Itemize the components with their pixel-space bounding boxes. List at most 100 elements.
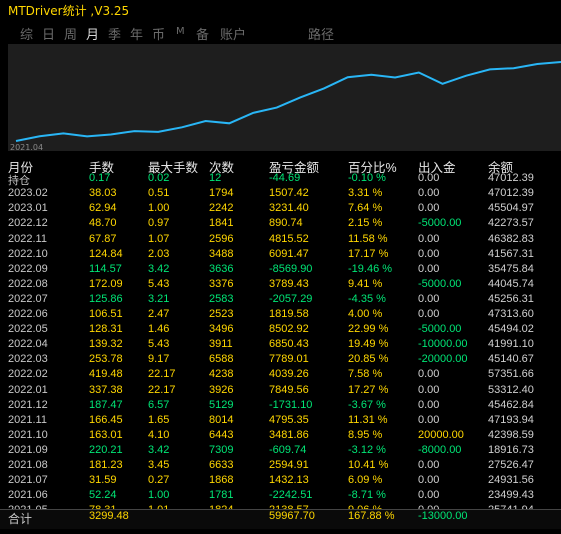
tab-4[interactable]: 季 [108, 28, 122, 43]
table-row[interactable]: 2022.11 67.87 1.07 2596 4815.52 11.58 % 0.00 46… [0, 233, 561, 248]
cell-deposit: 0.00 [418, 489, 440, 502]
app-title: MTDriver统计 ,V3.25 [8, 4, 130, 18]
cell-pnl: -1731.10 [269, 398, 313, 411]
cell-count: 8014 [209, 413, 234, 426]
holding-row[interactable]: 持仓 0.17 0.02 12 -44.69 -0.10 % 0.00 47012.39 [0, 172, 561, 187]
cell-max-lots: 2.03 [148, 247, 170, 260]
table-row[interactable]: 2022.09 114.57 3.42 3636 -8569.90 -19.46 % 0.0… [0, 263, 561, 278]
cell-deposit: 0.00 [418, 202, 440, 215]
column-header[interactable]: 手数 [89, 161, 115, 175]
cell-count: 1781 [209, 489, 234, 502]
cell-count: 5129 [209, 398, 234, 411]
cell-deposit: 0.00 [418, 187, 440, 200]
cell-pct: -19.46 % [348, 262, 393, 275]
cell-balance: 47012.39 [488, 172, 534, 185]
table-row[interactable]: 2022.08 172.09 5.43 3376 3789.43 9.41 % -5000.… [0, 278, 561, 293]
total-row-bg [0, 510, 561, 529]
cell-lots: 52.24 [89, 489, 117, 502]
cell-lots: 187.47 [89, 398, 123, 411]
tab-10[interactable]: 路径 [308, 28, 335, 43]
cell-pnl: 4795.35 [269, 413, 309, 426]
cell-deposit: 0.00 [418, 308, 440, 320]
cell-count: 2583 [209, 292, 234, 305]
table-row[interactable]: 2021.11 166.45 1.65 8014 4795.35 11.31 % 0.00 4… [0, 414, 561, 429]
tab-1[interactable]: 日 [42, 28, 56, 43]
cell-lots: 0.17 [89, 172, 111, 185]
table-row[interactable]: 2022.06 106.51 2.47 2523 1819.58 4.00 % 0.00 47… [0, 308, 561, 323]
cell-lots: 124.84 [89, 247, 123, 260]
tab-9[interactable]: 账户 [220, 28, 247, 43]
table-row[interactable]: 2022.07 125.86 3.21 2583 -2057.29 -4.35 % 0.00… [0, 293, 561, 308]
cell-pnl: 8502.92 [269, 323, 309, 336]
column-header[interactable]: 盈亏金额 [269, 161, 320, 175]
tab-0[interactable]: 综 [20, 28, 34, 43]
table-row[interactable]: 2022.05 128.31 1.46 3496 8502.92 22.99 % -5000… [0, 323, 561, 338]
cell-max-lots: 2.47 [148, 308, 170, 320]
cell-pnl: -8569.90 [269, 262, 313, 275]
table-row[interactable]: 2023.01 62.94 1.00 2242 3231.40 7.64 % 0.00 455… [0, 202, 561, 217]
column-header[interactable]: 百分比% [348, 161, 397, 175]
cell-pct: 7.64 % [348, 202, 383, 215]
cell-balance: 47193.94 [488, 413, 534, 426]
table-row[interactable]: 2022.10 124.84 2.03 3488 6091.47 17.17 % 0.00 4… [0, 248, 561, 263]
column-header[interactable]: 次数 [209, 161, 235, 175]
table-row[interactable]: 2021.06 52.24 1.00 1781 -2242.51 -8.71 % 0.00 2… [0, 489, 561, 504]
cell-deposit: -20000.00 [418, 353, 468, 366]
cell-month: 2022.09 [8, 262, 48, 275]
cell-pnl: -2057.29 [269, 292, 313, 305]
cell-month: 2022.03 [8, 353, 48, 366]
cell-deposit: -10000.00 [418, 338, 468, 351]
cell-deposit: 0.00 [418, 172, 440, 185]
table-row[interactable]: 2022.03 253.78 9.17 6588 7789.01 20.85 % -2000… [0, 353, 561, 368]
cell-month: 2022.10 [8, 247, 48, 260]
tab-5[interactable]: 年 [130, 28, 144, 43]
tab-8[interactable]: 备 [196, 28, 210, 43]
cell-balance: 18916.73 [488, 443, 534, 456]
table-row[interactable]: 2022.02 419.48 22.17 4238 4039.26 7.58 % 0.00 5… [0, 368, 561, 383]
cell-max-lots: 4.10 [148, 428, 170, 441]
table-row[interactable]: 2022.04 139.32 5.43 3911 6850.43 19.49 % -1000… [0, 338, 561, 353]
cell-pnl: -44.69 [269, 172, 301, 185]
tab-6[interactable]: 币 [152, 28, 166, 43]
cell-max-lots: 3.45 [148, 459, 170, 471]
tab-7[interactable]: M [176, 26, 185, 37]
column-header[interactable]: 月份 [8, 161, 34, 175]
table-row[interactable]: 2021.09 220.21 3.42 7309 -609.74 -3.12 % -8000… [0, 444, 561, 459]
cell-pct: 17.17 % [348, 247, 389, 260]
column-header[interactable]: 出入金 [418, 161, 456, 175]
table-row[interactable]: 2022.12 48.70 0.97 1841 890.74 2.15 % -5000.00… [0, 217, 561, 232]
column-header[interactable]: 最大手数 [148, 161, 199, 175]
cell-max-lots: 0.27 [148, 474, 170, 487]
cell-month: 2021.11 [8, 413, 47, 426]
cell-lots: 125.86 [89, 292, 123, 305]
cell-lots: 67.87 [89, 232, 117, 245]
cell-max-lots: 5.43 [148, 338, 170, 351]
cell-deposit: 0.00 [418, 383, 440, 396]
cell-pct: 22.99 % [348, 323, 389, 336]
total-pct: 167.88 % [348, 510, 395, 522]
cell-max-lots: 1.00 [148, 489, 170, 502]
table-row[interactable]: 2021.10 163.01 4.10 6443 3481.86 8.95 % 20000.… [0, 429, 561, 444]
cell-month: 2022.11 [8, 232, 47, 245]
table-row[interactable]: 2023.02 38.03 0.51 1794 1507.42 3.31 % 0.00 470… [0, 187, 561, 202]
cell-lots: 181.23 [89, 459, 123, 471]
table-row[interactable]: 2021.08 181.23 3.45 6633 2594.91 10.41 % 0.00 2… [0, 459, 561, 474]
table-row[interactable]: 2021.07 31.59 0.27 1868 1432.13 6.09 % 0.00 249… [0, 474, 561, 489]
cell-pct: 4.00 % [348, 308, 383, 320]
table-row[interactable]: 2022.01 337.38 22.17 3926 7849.56 17.27 % 0.00… [0, 384, 561, 399]
cell-month: 2022.12 [8, 217, 48, 230]
cell-month: 2022.04 [8, 338, 48, 351]
tab-3[interactable]: 月 [86, 24, 100, 45]
column-header[interactable]: 余额 [488, 161, 514, 175]
cell-max-lots: 1.07 [148, 232, 170, 245]
tab-2[interactable]: 周 [64, 28, 78, 43]
cell-max-lots: 1.00 [148, 202, 170, 215]
cell-max-lots: 22.17 [148, 383, 176, 396]
cell-count: 6633 [209, 459, 234, 471]
cell-pct: 3.31 % [348, 187, 383, 200]
cell-month: 2021.09 [8, 443, 48, 456]
table-row[interactable]: 2021.12 187.47 6.57 5129 -1731.10 -3.67 % 0.00… [0, 399, 561, 414]
cell-pct: 11.58 % [348, 232, 388, 245]
cell-count: 1841 [209, 217, 234, 230]
cell-month: 2021.08 [8, 459, 48, 471]
